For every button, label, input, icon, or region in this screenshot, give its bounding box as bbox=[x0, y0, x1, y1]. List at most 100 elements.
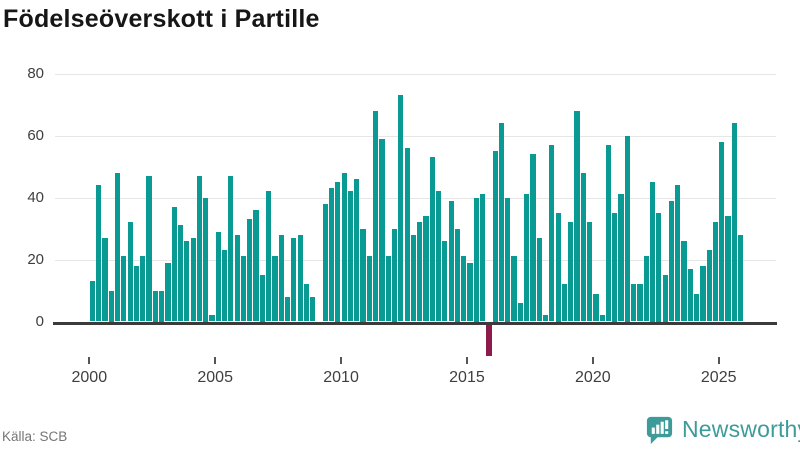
bar bbox=[127, 222, 133, 322]
bar bbox=[473, 197, 479, 322]
y-axis-label: 40 bbox=[27, 188, 44, 206]
bar bbox=[549, 144, 555, 322]
bar bbox=[322, 203, 328, 322]
x-axis-label: 2015 bbox=[449, 369, 485, 386]
bar bbox=[354, 178, 360, 322]
x-axis-label: 2010 bbox=[323, 369, 359, 386]
bar bbox=[618, 194, 624, 322]
bar bbox=[335, 182, 341, 322]
bar bbox=[517, 302, 523, 322]
bar bbox=[492, 151, 498, 322]
bar bbox=[568, 222, 574, 322]
bar bbox=[605, 144, 612, 322]
bar bbox=[643, 256, 649, 322]
bar bbox=[177, 225, 184, 322]
chart-title: Födelseöverskott i Partille bbox=[3, 5, 320, 33]
bar bbox=[719, 141, 725, 322]
bar bbox=[203, 197, 209, 322]
bar bbox=[165, 262, 171, 322]
bar bbox=[140, 256, 146, 322]
bar bbox=[221, 250, 228, 322]
bar bbox=[272, 256, 278, 322]
bar bbox=[259, 275, 265, 322]
newsworthy-bar-chart-speech-bubble-icon bbox=[646, 416, 673, 445]
bar bbox=[662, 275, 668, 322]
bar bbox=[303, 284, 309, 322]
bar bbox=[89, 281, 95, 322]
bar bbox=[291, 237, 297, 322]
bar bbox=[536, 237, 542, 322]
x-axis-label: 2020 bbox=[575, 369, 611, 386]
bar bbox=[700, 265, 706, 322]
bar bbox=[266, 191, 272, 322]
x-axis-tick bbox=[214, 357, 217, 364]
source-text: Källa: SCB bbox=[2, 429, 68, 444]
bar bbox=[429, 157, 435, 322]
bar bbox=[555, 213, 561, 322]
bar bbox=[461, 256, 467, 322]
bar bbox=[328, 188, 335, 322]
bar bbox=[108, 290, 114, 322]
bar bbox=[385, 256, 391, 322]
bar bbox=[637, 284, 643, 322]
bar bbox=[347, 191, 354, 322]
bar bbox=[240, 256, 247, 322]
bar bbox=[480, 194, 486, 322]
x-axis-tick bbox=[465, 357, 468, 364]
bar bbox=[712, 222, 719, 322]
bar bbox=[454, 228, 461, 322]
x-axis-tick bbox=[340, 357, 343, 364]
newsworthy-logo: Newsworthy bbox=[644, 414, 800, 445]
bar bbox=[593, 293, 599, 322]
bar bbox=[196, 175, 202, 322]
bar bbox=[467, 262, 473, 322]
bar bbox=[511, 256, 517, 322]
bar bbox=[694, 293, 700, 322]
bar bbox=[360, 228, 366, 322]
bar bbox=[530, 154, 536, 322]
bar bbox=[668, 200, 675, 322]
bar bbox=[423, 216, 429, 322]
bar bbox=[102, 237, 108, 322]
bar bbox=[656, 213, 662, 322]
bar bbox=[542, 315, 549, 322]
gridline-y40 bbox=[55, 197, 776, 199]
y-axis-label: 80 bbox=[27, 64, 44, 82]
bar bbox=[234, 234, 240, 322]
newsworthy-wordmark: Newsworthy bbox=[682, 416, 800, 442]
bar bbox=[253, 209, 259, 322]
bar bbox=[649, 182, 656, 322]
bar bbox=[687, 268, 693, 322]
y-axis-label: 60 bbox=[27, 126, 44, 144]
bar bbox=[505, 197, 511, 322]
bar bbox=[171, 206, 177, 322]
bar bbox=[561, 284, 568, 322]
bar bbox=[681, 240, 687, 322]
bar bbox=[574, 110, 580, 322]
bar bbox=[379, 138, 385, 322]
bar bbox=[96, 185, 102, 322]
bar bbox=[410, 234, 416, 322]
bar bbox=[228, 175, 234, 322]
bar bbox=[215, 231, 221, 322]
bar bbox=[404, 147, 410, 322]
bar bbox=[121, 256, 127, 322]
bar bbox=[341, 172, 347, 322]
bar bbox=[146, 175, 152, 322]
bar bbox=[184, 240, 190, 322]
bar bbox=[398, 95, 404, 322]
bar bbox=[159, 290, 165, 322]
gridline-y60 bbox=[55, 135, 776, 137]
bar bbox=[448, 200, 454, 322]
bar bbox=[310, 296, 316, 322]
bar bbox=[725, 216, 731, 322]
bar bbox=[278, 234, 284, 322]
gridline-y80 bbox=[55, 73, 776, 75]
bar bbox=[373, 110, 379, 322]
x-axis-tick bbox=[591, 357, 594, 364]
bar bbox=[366, 256, 372, 322]
bar-negative bbox=[486, 324, 492, 356]
x-axis-label: 2025 bbox=[700, 369, 737, 386]
x-axis-line bbox=[53, 321, 777, 325]
bar bbox=[498, 123, 505, 322]
